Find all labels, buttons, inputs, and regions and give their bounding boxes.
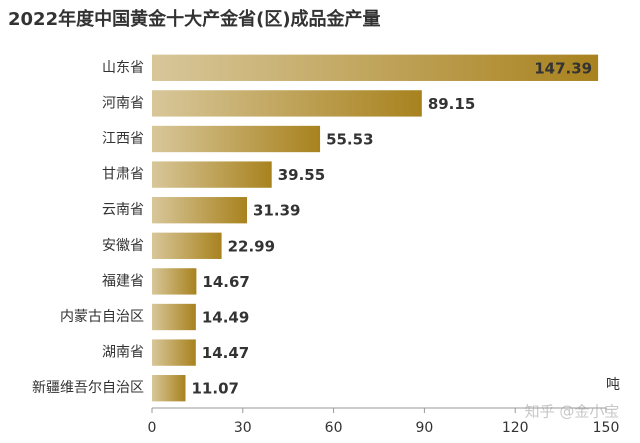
x-tick-label: 90 <box>415 420 433 436</box>
bar <box>152 125 321 153</box>
value-label: 39.55 <box>278 166 325 184</box>
x-tick-label: 0 <box>148 420 157 436</box>
chart-title: 2022年度中国黄金十大产金省(区)成品金产量 <box>8 8 381 30</box>
value-label: 14.67 <box>202 273 249 291</box>
x-unit: 吨 <box>606 377 620 393</box>
y-tick-label: 江西省 <box>102 131 144 147</box>
watermark: 知乎 @金小宝 <box>525 403 620 421</box>
value-label: 89.15 <box>428 95 475 113</box>
bar <box>152 303 196 331</box>
y-tick-label: 内蒙古自治区 <box>60 309 144 325</box>
x-tick-label: 150 <box>593 420 620 436</box>
y-tick-label: 福建省 <box>102 273 144 289</box>
value-label: 31.39 <box>253 202 300 220</box>
y-tick-label: 新疆维吾尔自治区 <box>32 380 144 396</box>
value-label: 14.49 <box>202 309 249 327</box>
y-tick-label: 山东省 <box>102 60 144 76</box>
x-tick-label: 120 <box>502 420 529 436</box>
bar <box>152 375 186 402</box>
bar <box>152 232 222 259</box>
bar <box>152 339 196 366</box>
value-label: 11.07 <box>192 380 239 398</box>
value-label: 14.47 <box>202 344 249 362</box>
bar <box>152 197 248 224</box>
y-tick-label: 甘肃省 <box>102 167 144 183</box>
x-tick-label: 30 <box>234 420 252 436</box>
bar <box>152 268 197 295</box>
y-tick-label: 河南省 <box>102 95 144 111</box>
bar <box>152 161 272 188</box>
bar <box>152 54 599 81</box>
value-label: 22.99 <box>228 237 275 255</box>
bar <box>152 90 422 117</box>
x-tick-label: 60 <box>325 420 343 436</box>
value-label: 147.39 <box>534 59 592 77</box>
y-tick-label: 湖南省 <box>102 345 144 361</box>
y-tick-label: 安徽省 <box>102 238 144 254</box>
value-label: 55.53 <box>326 131 373 149</box>
y-tick-label: 云南省 <box>102 202 144 218</box>
